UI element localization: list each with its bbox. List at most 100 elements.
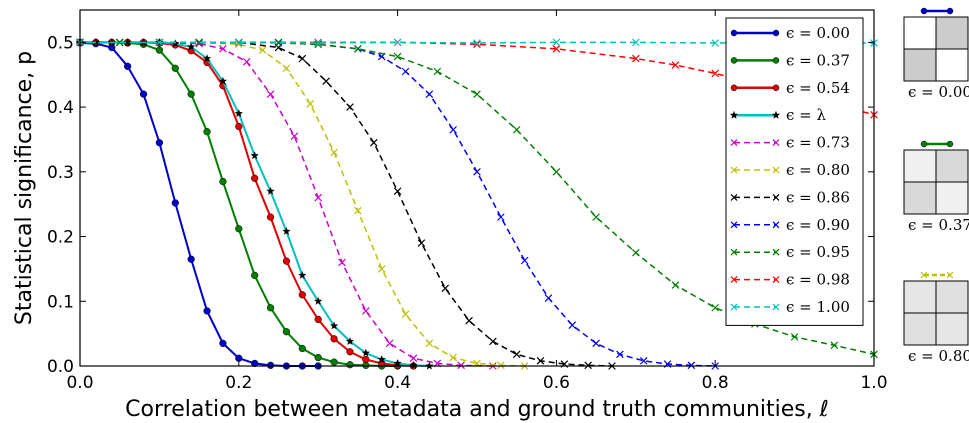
legend-label: ϵ = 0.95	[786, 243, 850, 261]
data-point	[203, 307, 211, 315]
y-tick-label: 0.1	[47, 292, 74, 312]
series-2	[76, 38, 418, 370]
data-point	[235, 225, 243, 233]
legend: ϵ = 0.00 ϵ = 0.37 ϵ = 0.54 ϵ = λ ϵ = 0.73 ϵ =…	[725, 17, 864, 326]
data-point	[322, 77, 330, 85]
data-point	[251, 271, 259, 280]
legend-marker	[772, 139, 780, 147]
side-panel-0: ϵ = 0.00	[903, 7, 969, 101]
x-tick-label: 0.0	[66, 373, 93, 393]
data-point	[290, 132, 299, 141]
legend-item-7: ϵ = 0.90	[730, 216, 850, 234]
data-point	[314, 39, 322, 47]
data-point	[155, 46, 164, 54]
legend-label: ϵ = 0.54	[786, 79, 850, 97]
data-point	[124, 62, 132, 70]
data-point	[346, 361, 354, 369]
side-panel-label: ϵ = 0.80	[908, 347, 969, 365]
data-point	[266, 90, 275, 98]
data-point	[632, 248, 640, 257]
data-point	[219, 45, 227, 53]
data-point	[282, 328, 291, 336]
data-point	[235, 38, 243, 47]
series-5	[76, 38, 529, 370]
y-tick-label: 0.0	[47, 357, 74, 377]
data-point	[187, 90, 195, 98]
data-point	[338, 258, 346, 267]
data-point	[266, 186, 275, 195]
series-line-2	[80, 41, 414, 367]
data-point	[449, 125, 457, 134]
data-point	[457, 361, 465, 370]
legend-label: ϵ = 1.00	[786, 298, 850, 316]
data-point	[687, 361, 696, 370]
data-point	[520, 256, 529, 265]
data-point	[592, 213, 600, 221]
data-point	[465, 316, 473, 325]
legend-marker	[730, 166, 738, 174]
side-panel-label: ϵ = 0.00	[908, 83, 969, 101]
data-point	[584, 361, 592, 370]
matrix-cell	[903, 16, 937, 50]
data-point	[218, 76, 228, 85]
legend-label: ϵ = 0.00	[786, 24, 850, 42]
data-point	[203, 128, 211, 136]
legend-label: ϵ = 0.80	[786, 161, 850, 179]
data-point	[425, 339, 434, 348]
data-point	[155, 139, 164, 147]
data-point	[544, 294, 553, 302]
matrix-cell	[935, 48, 969, 82]
data-point	[473, 90, 481, 98]
axes: 0.0 0.2 0.4 0.6 0.8 1.0 0.0 0.1 0.2 0.3 0.4 0.5	[47, 9, 888, 393]
legend-item-9: ϵ = 0.98	[730, 271, 850, 289]
side-panel-marker	[920, 140, 928, 148]
legend-label: ϵ = 0.98	[786, 271, 850, 289]
data-point	[314, 193, 322, 202]
data-point	[441, 284, 450, 293]
data-point	[195, 39, 203, 48]
data-point	[632, 54, 640, 63]
x-tick-label: 0.4	[384, 373, 411, 393]
side-panel-marker	[920, 7, 928, 15]
data-point	[830, 341, 839, 350]
x-tick-label: 0.8	[702, 373, 729, 393]
legend-marker	[772, 29, 780, 37]
data-point	[346, 348, 354, 356]
data-point	[552, 168, 561, 176]
legend-marker	[772, 84, 780, 92]
legend-marker	[730, 84, 738, 92]
legend-item-1: ϵ = 0.37	[730, 51, 850, 69]
data-point	[330, 148, 338, 157]
data-point	[377, 265, 386, 273]
legend-marker	[730, 139, 738, 147]
data-point	[393, 38, 402, 47]
data-point	[282, 64, 291, 73]
legend-item-2: ϵ = 0.54	[730, 79, 850, 97]
side-panel-2: ϵ = 0.80	[903, 271, 969, 365]
matrix-cell	[935, 149, 969, 183]
matrix-cell	[903, 312, 937, 346]
legend-marker	[730, 276, 738, 284]
data-point	[250, 151, 259, 160]
data-point	[251, 359, 259, 368]
data-point	[790, 333, 799, 341]
data-point	[298, 291, 306, 299]
legend-marker	[730, 248, 738, 256]
side-panel-label: ϵ = 0.37	[908, 216, 969, 234]
data-point	[330, 335, 338, 343]
data-point	[266, 213, 275, 221]
data-point	[473, 168, 481, 176]
data-point	[616, 350, 624, 359]
data-point	[314, 315, 322, 324]
data-point	[473, 40, 481, 49]
legend-label: ϵ = 0.90	[786, 216, 850, 234]
legend-marker	[772, 303, 780, 311]
data-point	[362, 307, 370, 315]
data-point	[592, 339, 600, 348]
data-point	[449, 353, 457, 362]
y-tick-label: 0.4	[47, 98, 74, 118]
data-point	[298, 270, 307, 279]
data-point	[251, 174, 259, 182]
data-point	[155, 38, 164, 47]
